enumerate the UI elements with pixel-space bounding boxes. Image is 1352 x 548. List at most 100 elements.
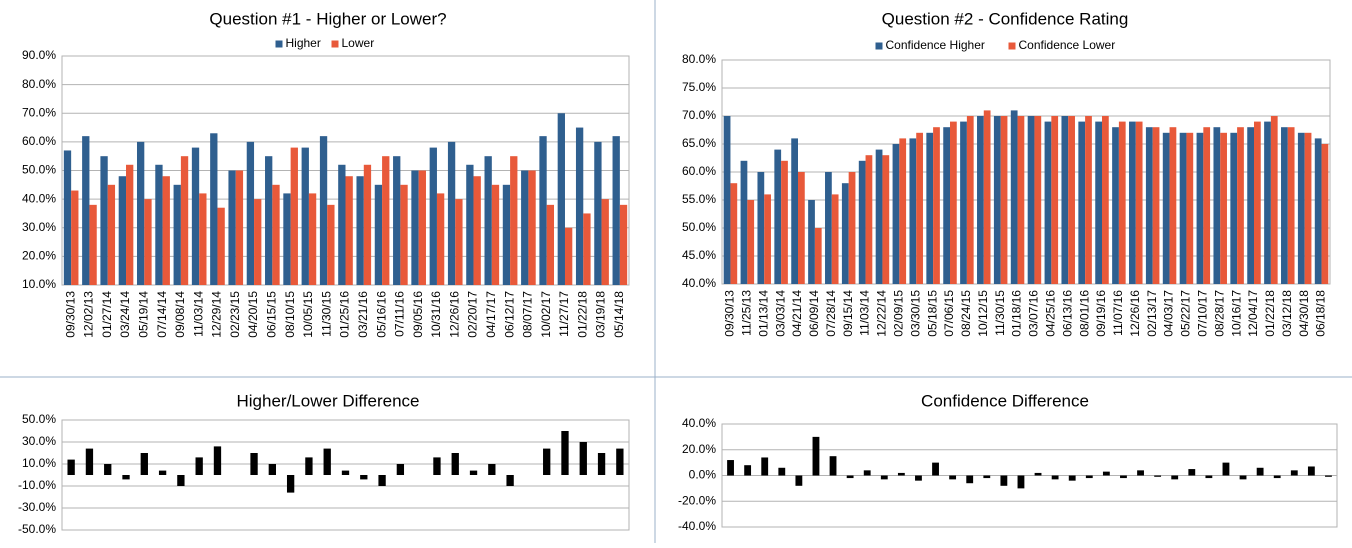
x-tick-label: 11/03/14 xyxy=(858,290,872,336)
x-tick-label: 10/31/16 xyxy=(429,291,443,338)
bar xyxy=(993,116,1001,284)
bar xyxy=(1027,116,1035,284)
bar xyxy=(126,164,134,285)
bar xyxy=(1220,132,1227,284)
bar xyxy=(909,138,917,284)
bar xyxy=(812,436,820,476)
bar xyxy=(272,184,280,285)
bar xyxy=(1281,127,1288,284)
bar xyxy=(1247,127,1254,284)
bar xyxy=(1239,475,1247,480)
x-tick-label: 06/18/18 xyxy=(1314,290,1328,337)
y-tick-label: 60.0% xyxy=(682,164,716,178)
y-tick-label: 40.0% xyxy=(682,276,716,290)
bar xyxy=(1290,470,1298,476)
bar xyxy=(960,121,967,284)
bar xyxy=(341,470,350,475)
y-tick-label: 50.0% xyxy=(22,163,56,177)
bar xyxy=(451,453,459,475)
bar xyxy=(899,138,907,284)
bar xyxy=(1129,121,1136,284)
bar xyxy=(916,132,923,284)
bar xyxy=(841,183,849,284)
bar xyxy=(1307,466,1315,476)
bar xyxy=(594,141,602,285)
x-tick-label: 03/24/14 xyxy=(118,291,132,338)
x-tick-label: 11/30/15 xyxy=(319,291,333,337)
y-tick-label: 65.0% xyxy=(682,136,716,150)
legend-swatch xyxy=(875,42,883,50)
x-tick-label: 12/04/17 xyxy=(1246,290,1260,337)
x-tick-label: 06/09/14 xyxy=(807,290,821,337)
bar xyxy=(1078,121,1086,284)
x-tick-label: 01/27/14 xyxy=(100,291,114,338)
bar xyxy=(327,204,335,285)
bar xyxy=(308,193,317,285)
bar xyxy=(104,464,112,475)
bar xyxy=(795,475,803,486)
x-tick-label: 05/22/17 xyxy=(1179,290,1193,337)
bar xyxy=(781,160,788,284)
bar xyxy=(1256,467,1264,476)
bar xyxy=(228,170,236,285)
x-tick-label: 05/19/14 xyxy=(136,291,150,338)
bar xyxy=(933,127,940,284)
x-tick-label: 10/12/15 xyxy=(976,290,990,337)
bar xyxy=(863,470,871,476)
y-tick-label: 40.0% xyxy=(682,416,716,430)
x-tick-label: 02/23/15 xyxy=(228,291,242,338)
bar xyxy=(583,213,591,285)
x-tick-label: 12/02/13 xyxy=(82,291,96,338)
bar xyxy=(1237,127,1244,284)
legend-swatch xyxy=(275,40,283,48)
bar xyxy=(943,127,950,284)
bar xyxy=(1051,475,1059,480)
x-tick-label: 02/13/17 xyxy=(1145,290,1159,337)
bar xyxy=(158,470,167,475)
x-tick-label: 01/22/18 xyxy=(575,291,589,338)
y-tick-label: -20.0% xyxy=(678,493,716,507)
x-tick-label: 11/03/14 xyxy=(191,291,205,337)
bar xyxy=(100,156,108,285)
bar xyxy=(290,147,298,285)
x-tick-label: 01/25/16 xyxy=(338,291,352,338)
bar xyxy=(1000,116,1008,284)
y-tick-label: -50.0% xyxy=(18,522,56,536)
bar xyxy=(829,456,837,476)
bar xyxy=(1254,121,1261,284)
bar xyxy=(136,141,145,285)
bar xyxy=(730,183,738,284)
x-tick-label: 11/27/17 xyxy=(557,291,571,337)
bar xyxy=(67,459,75,475)
bar xyxy=(305,457,313,475)
x-tick-label: 04/03/17 xyxy=(1162,290,1176,337)
bar xyxy=(447,141,456,285)
bar xyxy=(926,132,934,284)
bar xyxy=(360,475,368,480)
bar xyxy=(858,160,866,284)
bar xyxy=(1102,471,1110,476)
bar xyxy=(966,116,974,284)
bar xyxy=(122,475,130,480)
x-tick-label: 03/19/18 xyxy=(594,291,608,338)
bar xyxy=(374,184,383,285)
bar xyxy=(246,141,255,285)
bar xyxy=(254,199,262,285)
x-tick-label: 07/11/16 xyxy=(393,291,407,337)
x-tick-label: 07/06/15 xyxy=(942,290,956,337)
bar xyxy=(774,149,782,284)
bar xyxy=(1321,144,1329,284)
x-tick-label: 11/30/15 xyxy=(993,290,1007,336)
bar xyxy=(195,457,203,475)
y-tick-label: 20.0% xyxy=(22,249,56,263)
y-tick-label: 40.0% xyxy=(22,191,56,205)
y-tick-label: 50.0% xyxy=(682,220,716,234)
bar xyxy=(484,156,492,285)
bar xyxy=(1188,469,1196,476)
bar xyxy=(557,113,565,285)
bar xyxy=(1068,116,1075,284)
x-tick-label: 09/30/13 xyxy=(723,290,737,337)
bar xyxy=(1213,127,1221,284)
bar xyxy=(213,446,222,475)
